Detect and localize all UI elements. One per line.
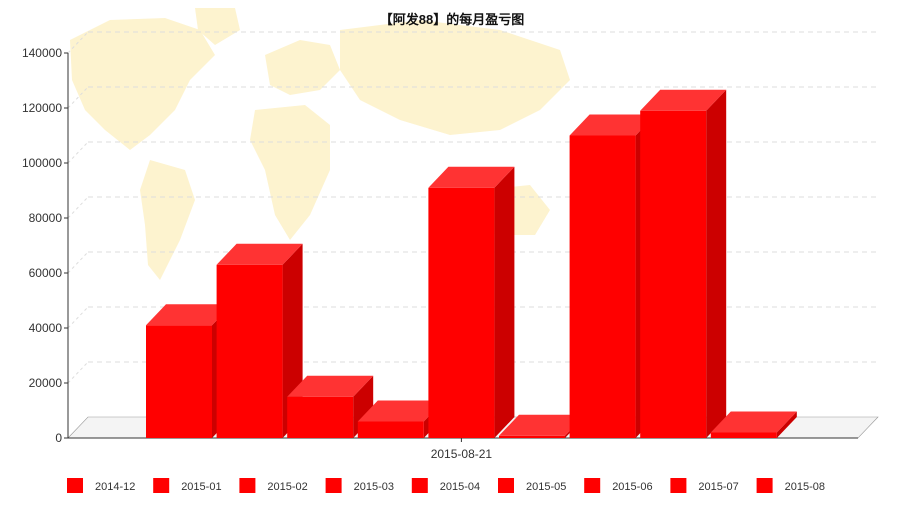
bar-side <box>776 411 797 438</box>
map-asia <box>340 20 570 135</box>
legend-swatch <box>584 478 601 493</box>
bar-front <box>710 432 777 438</box>
legend-swatch <box>325 478 342 493</box>
legend: 2014-12 2015-01 2015-02 2015-03 2015-04 2015-… <box>67 478 825 493</box>
bar-2015-02 <box>287 375 374 438</box>
map-africa <box>250 105 330 240</box>
y-tick-label: 20000 <box>29 376 63 390</box>
map-europe <box>265 40 340 95</box>
bar-front <box>428 187 495 438</box>
bar-top <box>146 304 232 326</box>
bar-top <box>640 89 727 111</box>
legend-item-2015-08: 2015-08 <box>756 478 825 493</box>
y-tick-label: 80000 <box>29 211 63 225</box>
y-axis-ticks: 0 20000 40000 60000 80000 100000 120000 140000 <box>22 46 68 445</box>
bar-front <box>146 325 212 438</box>
legend-label: 2014-12 <box>95 481 135 493</box>
legend-label: 2015-06 <box>612 481 652 493</box>
grid-line-side <box>67 251 89 274</box>
legend-item-2014-12: 2014-12 <box>67 478 135 493</box>
bar-top <box>357 400 444 422</box>
legend-item-2015-03: 2015-03 <box>325 478 394 493</box>
y-tick-label: 60000 <box>29 266 63 280</box>
bar-front <box>357 421 424 438</box>
map-greenland <box>195 8 240 45</box>
y-tick-label: 140000 <box>22 46 62 60</box>
grid-lines <box>67 31 878 384</box>
legend-item-2015-04: 2015-04 <box>411 478 480 493</box>
legend-swatch <box>670 478 687 493</box>
y-tick-label: 100000 <box>22 156 62 170</box>
bar-2015-07 <box>640 89 727 438</box>
bar-front <box>640 110 707 438</box>
legend-item-2015-01: 2015-01 <box>153 478 222 493</box>
x-axis-category-label: 2015-08-21 <box>431 447 493 461</box>
bar-front <box>287 396 354 438</box>
legend-swatch <box>67 478 83 493</box>
legend-swatch <box>153 478 170 493</box>
grid-line-side <box>67 196 89 219</box>
legend-swatch <box>756 478 773 493</box>
bar-side <box>494 166 515 438</box>
y-tick-label: 120000 <box>22 101 62 115</box>
y-tick-label: 0 <box>55 431 62 445</box>
bar-top <box>287 375 374 397</box>
bar-2015-08 <box>710 411 797 438</box>
bars <box>146 89 797 438</box>
legend-label: 2015-01 <box>181 481 221 493</box>
legend-label: 2015-05 <box>526 481 566 493</box>
bar-top <box>216 243 303 265</box>
bar-front <box>216 264 283 438</box>
grid-line-side <box>67 86 89 109</box>
legend-label: 2015-08 <box>785 481 825 493</box>
legend-label: 2015-03 <box>354 481 394 493</box>
legend-label: 2015-02 <box>267 481 307 493</box>
map-north-america <box>70 18 215 150</box>
bar-top <box>710 411 797 433</box>
legend-label: 2015-04 <box>440 481 480 493</box>
legend-swatch <box>239 478 256 493</box>
bar-2015-03 <box>357 400 444 438</box>
bar-2015-04 <box>428 166 515 438</box>
map-south-america <box>140 160 195 280</box>
bar-top <box>428 166 515 188</box>
bar-front <box>569 135 636 438</box>
legend-swatch <box>498 478 514 493</box>
grid-line-side <box>67 31 89 54</box>
bar-top <box>499 414 585 436</box>
bar-side <box>706 89 727 438</box>
legend-item-2015-05: 2015-05 <box>498 478 566 493</box>
bar-2015-01 <box>216 243 303 438</box>
legend-item-2015-06: 2015-06 <box>584 478 653 493</box>
bar-top <box>569 114 656 136</box>
grid-line-side <box>67 361 89 384</box>
legend-item-2015-07: 2015-07 <box>670 478 739 493</box>
bar-front <box>499 435 565 438</box>
y-tick-label: 40000 <box>29 321 63 335</box>
grid-line-side <box>67 141 89 164</box>
grid-line-side <box>67 306 89 329</box>
chart-title: 【阿发88】的每月盈亏图 <box>380 12 524 27</box>
legend-swatch <box>411 478 428 493</box>
legend-label: 2015-07 <box>698 481 738 493</box>
legend-item-2015-02: 2015-02 <box>239 478 308 493</box>
